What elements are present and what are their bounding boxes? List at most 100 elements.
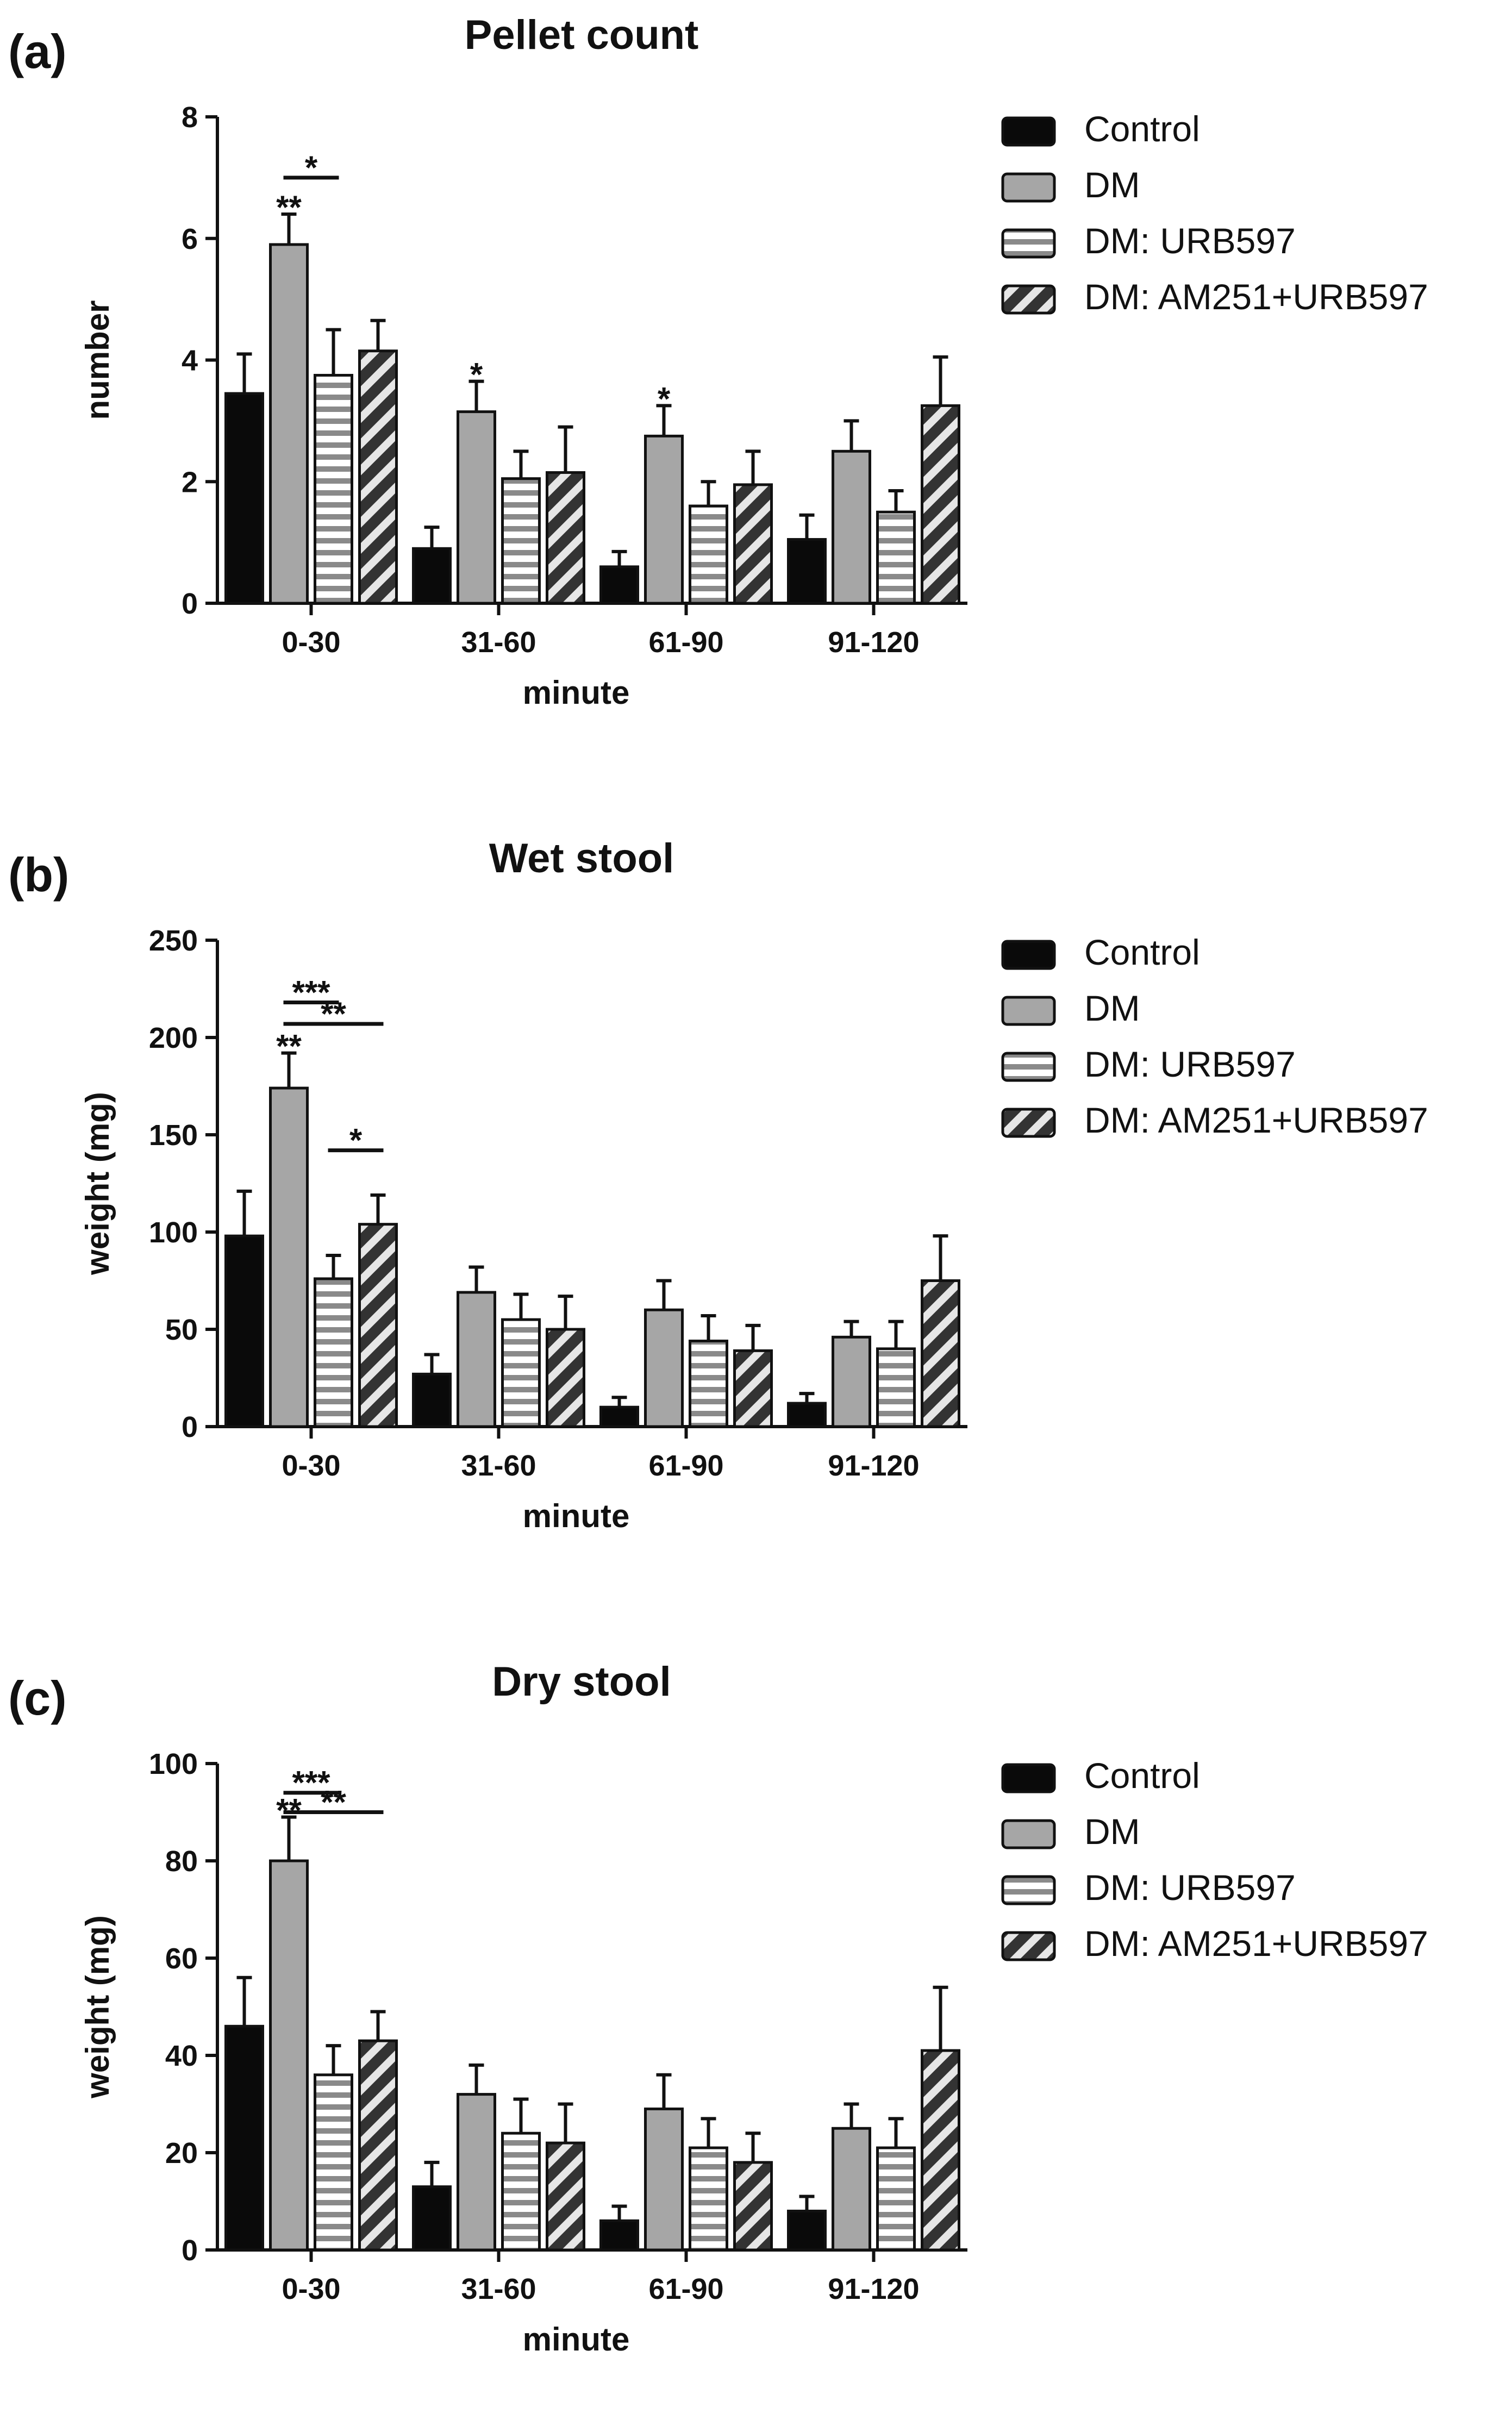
x-tick-label: 0-30: [282, 2273, 340, 2305]
chart-panel-1: (a) Pellet count 0 2 4 6 8 number 0-30 31-60 61-90…: [8, 12, 1428, 711]
bar: [314, 373, 353, 605]
bar: [546, 2141, 585, 2252]
bar: [501, 1318, 541, 1428]
bar: [644, 2107, 684, 2252]
bar: [832, 449, 871, 605]
bar: [876, 1347, 916, 1428]
x-tick-label: 0-30: [282, 1449, 340, 1482]
bar: [269, 1086, 309, 1428]
legend-swatch: [1001, 228, 1056, 259]
bar: [269, 243, 309, 605]
y-axis-label: number: [79, 300, 116, 420]
bar: [269, 1859, 309, 2252]
bar: [689, 2146, 728, 2252]
x-tick-label: 0-30: [282, 626, 340, 659]
bar: [733, 1349, 773, 1428]
y-tick-label: 100: [149, 1748, 198, 1780]
x-axis-label: minute: [523, 2321, 630, 2358]
y-tick-label: 0: [182, 587, 198, 620]
bar: [457, 2093, 496, 2252]
x-tick-label: 31-60: [461, 1449, 536, 1482]
y-tick-label: 20: [165, 2137, 198, 2170]
y-tick-label: 2: [182, 466, 198, 498]
legend-label: DM: AM251+URB597: [1084, 1923, 1428, 1964]
bar: [733, 483, 773, 605]
y-tick-label: 4: [182, 345, 198, 377]
y-tick-label: 100: [149, 1216, 198, 1249]
legend-swatch: [1001, 284, 1056, 315]
bar: [358, 1223, 398, 1428]
legend-label: DM: URB597: [1084, 1044, 1296, 1084]
bar: [314, 1277, 353, 1428]
comparison-marker: **: [321, 996, 346, 1032]
bar: [546, 471, 585, 605]
bar: [733, 2161, 773, 2252]
y-tick-label: 6: [182, 223, 198, 255]
significance-marker: **: [276, 1028, 302, 1065]
comparison-marker: *: [349, 1122, 363, 1159]
bar: [689, 1339, 728, 1428]
significance-marker: *: [658, 380, 671, 417]
comparison-marker: *: [305, 149, 318, 186]
panel-label: (b): [8, 848, 69, 902]
legend-label: DM: URB597: [1084, 221, 1296, 261]
legend-swatch: [1001, 1875, 1056, 1905]
bar: [921, 2049, 960, 2252]
y-tick-label: 150: [149, 1119, 198, 1152]
panel-label: (a): [8, 24, 67, 78]
y-tick-label: 250: [149, 924, 198, 957]
bar: [787, 2209, 827, 2252]
legend-swatch: [1001, 940, 1056, 970]
significance-marker: **: [276, 189, 302, 226]
x-tick-label: 61-90: [648, 2273, 723, 2305]
bar: [787, 1402, 827, 1428]
legend-label: DM: AM251+URB597: [1084, 277, 1428, 317]
legend-label: DM: [1084, 1811, 1140, 1852]
legend-swatch: [1001, 1763, 1056, 1793]
bar: [224, 1234, 264, 1428]
y-tick-label: 50: [165, 1314, 198, 1346]
bar: [457, 1291, 496, 1428]
chart-panel-3: (c) Dry stool 0 20 40 60 80 100 weight (mg) 0-30 3…: [8, 1659, 1428, 2358]
legend-swatch: [1001, 1819, 1056, 1849]
x-axis-label: minute: [523, 674, 630, 711]
y-tick-label: 8: [182, 101, 198, 134]
legend-label: Control: [1084, 109, 1200, 149]
bar: [644, 434, 684, 605]
chart-title: Dry stool: [492, 1659, 671, 1705]
bar: [412, 547, 452, 605]
x-tick-label: 61-90: [648, 626, 723, 659]
legend-swatch: [1001, 116, 1056, 147]
bar: [599, 1405, 639, 1428]
bar: [546, 1328, 585, 1428]
y-tick-label: 40: [165, 2040, 198, 2072]
bar: [876, 2146, 916, 2252]
y-tick-label: 80: [165, 1845, 198, 1878]
legend-label: DM: [1084, 165, 1140, 205]
bar: [358, 2039, 398, 2252]
bar: [689, 504, 728, 605]
significance-marker: *: [470, 357, 483, 393]
bar: [412, 2185, 452, 2252]
bar: [358, 349, 398, 605]
y-tick-label: 60: [165, 1942, 198, 1975]
bar: [599, 565, 639, 605]
y-tick-label: 0: [182, 1411, 198, 1443]
bar: [599, 2219, 639, 2252]
comparison-marker: ***: [292, 974, 330, 1011]
bar: [876, 510, 916, 605]
bar: [501, 477, 541, 605]
legend-label: DM: URB597: [1084, 1867, 1296, 1908]
chart-title: Wet stool: [489, 835, 674, 882]
x-tick-label: 61-90: [648, 1449, 723, 1482]
legend-swatch: [1001, 996, 1056, 1026]
bar: [787, 538, 827, 605]
legend-swatch: [1001, 172, 1056, 203]
y-axis-label: weight (mg): [79, 1915, 116, 2099]
bar: [224, 392, 264, 605]
legend-label: DM: AM251+URB597: [1084, 1100, 1428, 1140]
y-tick-label: 200: [149, 1022, 198, 1054]
bar: [412, 1372, 452, 1428]
legend-swatch: [1001, 1108, 1056, 1138]
chart-title: Pellet count: [465, 12, 699, 58]
